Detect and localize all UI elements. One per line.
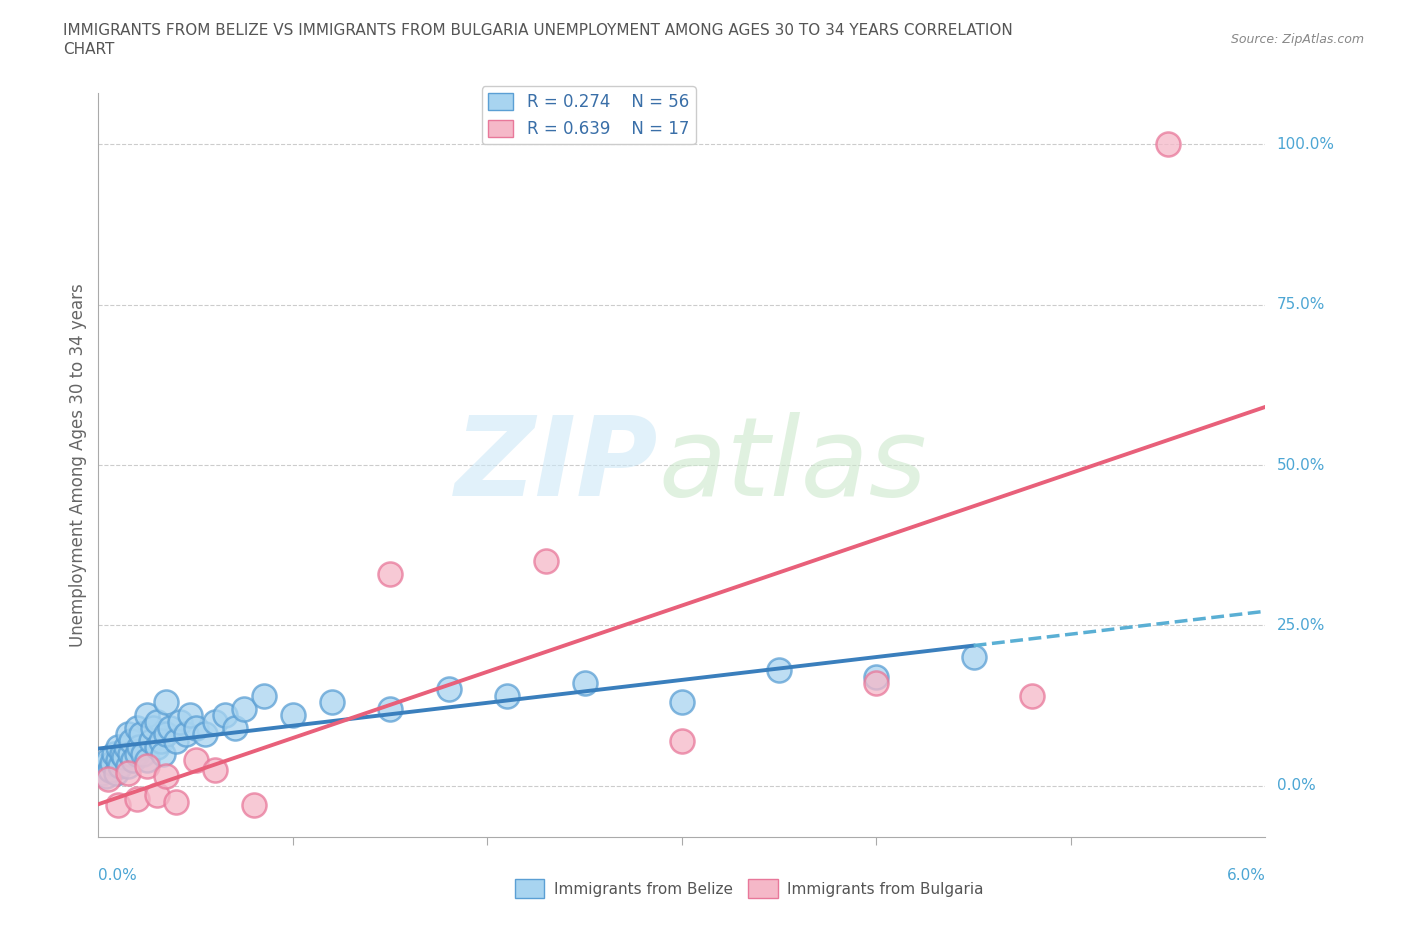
Point: [184, 752, 207, 767]
Point: [159, 721, 181, 736]
Point: [179, 708, 201, 723]
Text: CHART: CHART: [63, 42, 115, 57]
Point: [174, 727, 197, 742]
Text: 75.0%: 75.0%: [1277, 298, 1324, 312]
Point: [865, 675, 887, 690]
Point: [865, 670, 887, 684]
Text: 0.0%: 0.0%: [98, 868, 138, 883]
Point: [671, 695, 693, 710]
Text: 25.0%: 25.0%: [1277, 618, 1324, 632]
Point: [1157, 137, 1180, 152]
Point: [380, 566, 402, 581]
Point: [380, 701, 402, 716]
Point: [671, 734, 693, 749]
Point: [136, 752, 159, 767]
Point: [118, 746, 141, 761]
Point: [122, 752, 145, 767]
Point: [121, 734, 143, 749]
Point: [1021, 688, 1043, 703]
Point: [155, 695, 177, 710]
Text: 6.0%: 6.0%: [1226, 868, 1265, 883]
Point: [194, 727, 217, 742]
Point: [437, 682, 460, 697]
Point: [146, 739, 169, 754]
Point: [321, 695, 343, 710]
Point: [127, 721, 149, 736]
Point: [243, 798, 266, 813]
Text: 100.0%: 100.0%: [1277, 137, 1334, 152]
Point: [108, 759, 131, 774]
Point: [98, 763, 121, 777]
Point: [152, 746, 174, 761]
Point: [127, 791, 149, 806]
Point: [204, 714, 226, 729]
Point: [574, 675, 596, 690]
Point: [107, 739, 129, 754]
Point: [204, 763, 226, 777]
Point: [169, 714, 191, 729]
Point: [281, 708, 304, 723]
Point: [149, 734, 172, 749]
Text: ZIP: ZIP: [456, 411, 658, 519]
Point: [165, 794, 187, 809]
Point: [139, 734, 162, 749]
Point: [112, 750, 135, 764]
Legend: R = 0.274    N = 56, R = 0.639    N = 17: R = 0.274 N = 56, R = 0.639 N = 17: [481, 86, 696, 144]
Point: [233, 701, 256, 716]
Text: Immigrants from Bulgaria: Immigrants from Bulgaria: [787, 882, 983, 897]
Text: Source: ZipAtlas.com: Source: ZipAtlas.com: [1230, 33, 1364, 46]
Point: [101, 756, 124, 771]
Point: [117, 727, 139, 742]
Point: [132, 746, 155, 761]
Point: [155, 727, 177, 742]
Bar: [748, 880, 778, 898]
Point: [142, 721, 165, 736]
Point: [96, 768, 118, 783]
Point: [107, 798, 129, 813]
Point: [496, 688, 519, 703]
Point: [97, 752, 120, 767]
Point: [129, 727, 152, 742]
Text: atlas: atlas: [658, 411, 927, 519]
Point: [146, 714, 169, 729]
Point: [103, 746, 125, 761]
Point: [111, 746, 134, 761]
Point: [104, 765, 127, 780]
Point: [136, 759, 159, 774]
Text: IMMIGRANTS FROM BELIZE VS IMMIGRANTS FROM BULGARIA UNEMPLOYMENT AMONG AGES 30 TO: IMMIGRANTS FROM BELIZE VS IMMIGRANTS FRO…: [63, 23, 1012, 38]
Point: [534, 553, 557, 568]
Text: 0.0%: 0.0%: [1277, 778, 1315, 793]
Point: [128, 739, 150, 754]
Point: [127, 746, 149, 761]
Point: [93, 759, 115, 774]
Point: [91, 765, 114, 780]
Point: [165, 734, 187, 749]
Point: [155, 768, 177, 783]
Point: [107, 752, 129, 767]
Point: [768, 663, 790, 678]
Text: 50.0%: 50.0%: [1277, 458, 1324, 472]
Point: [136, 708, 159, 723]
Text: Immigrants from Belize: Immigrants from Belize: [554, 882, 733, 897]
Point: [214, 708, 236, 723]
Point: [114, 739, 136, 754]
Y-axis label: Unemployment Among Ages 30 to 34 years: Unemployment Among Ages 30 to 34 years: [69, 283, 87, 647]
Point: [184, 721, 207, 736]
Point: [146, 788, 169, 803]
Point: [253, 688, 276, 703]
Point: [97, 772, 120, 787]
Point: [117, 765, 139, 780]
Point: [224, 721, 246, 736]
Point: [117, 759, 139, 774]
Point: [962, 650, 984, 665]
Bar: [515, 880, 544, 898]
